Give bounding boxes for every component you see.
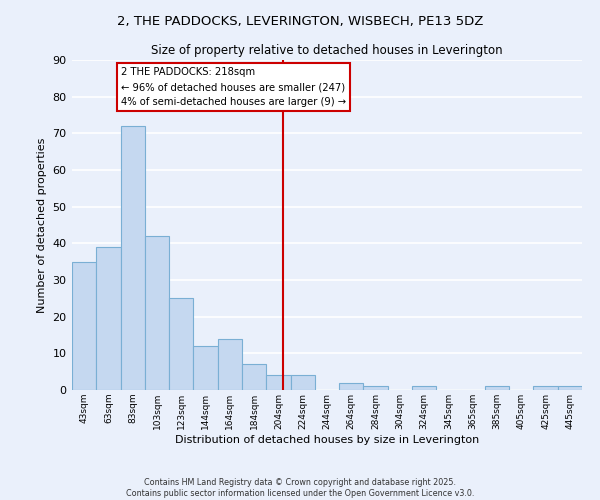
Bar <box>96 247 121 390</box>
Bar <box>412 386 436 390</box>
Bar <box>242 364 266 390</box>
Bar <box>558 386 582 390</box>
Bar <box>364 386 388 390</box>
Y-axis label: Number of detached properties: Number of detached properties <box>37 138 47 312</box>
Bar <box>485 386 509 390</box>
X-axis label: Distribution of detached houses by size in Leverington: Distribution of detached houses by size … <box>175 434 479 444</box>
Bar <box>533 386 558 390</box>
Bar <box>339 382 364 390</box>
Title: Size of property relative to detached houses in Leverington: Size of property relative to detached ho… <box>151 44 503 58</box>
Bar <box>169 298 193 390</box>
Text: Contains HM Land Registry data © Crown copyright and database right 2025.
Contai: Contains HM Land Registry data © Crown c… <box>126 478 474 498</box>
Bar <box>121 126 145 390</box>
Text: 2 THE PADDOCKS: 218sqm
← 96% of detached houses are smaller (247)
4% of semi-det: 2 THE PADDOCKS: 218sqm ← 96% of detached… <box>121 68 346 107</box>
Text: 2, THE PADDOCKS, LEVERINGTON, WISBECH, PE13 5DZ: 2, THE PADDOCKS, LEVERINGTON, WISBECH, P… <box>117 15 483 28</box>
Bar <box>290 376 315 390</box>
Bar <box>218 338 242 390</box>
Bar <box>145 236 169 390</box>
Bar <box>193 346 218 390</box>
Bar <box>72 262 96 390</box>
Bar <box>266 376 290 390</box>
